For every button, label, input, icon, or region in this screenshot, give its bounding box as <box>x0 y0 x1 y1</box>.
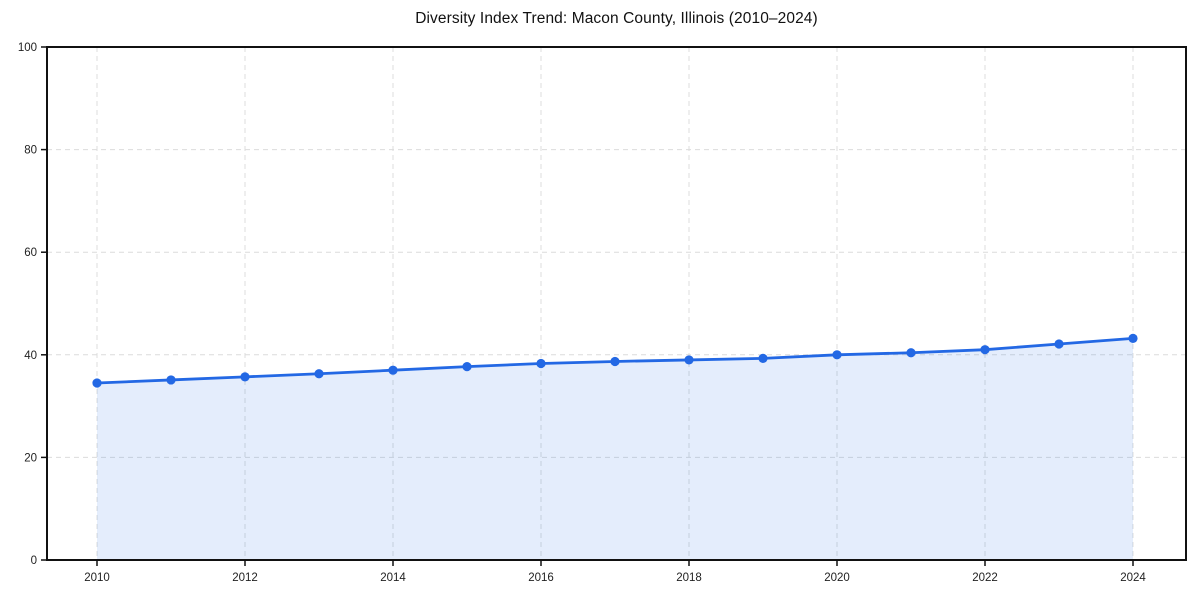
plot-border <box>46 46 1187 561</box>
x-tick-label: 2024 <box>1120 572 1146 584</box>
y-tick-label: 60 <box>24 247 37 259</box>
x-tick-label: 2018 <box>676 572 702 584</box>
y-tick-label: 0 <box>31 555 37 567</box>
data-point-marker <box>388 365 398 375</box>
data-point-marker <box>166 375 176 385</box>
y-tick-label: 20 <box>24 452 37 464</box>
data-point-marker <box>610 356 620 367</box>
data-point-marker <box>758 353 768 363</box>
x-tick-label: 2010 <box>84 572 110 584</box>
data-point-marker <box>92 378 102 388</box>
data-point-marker <box>314 369 324 379</box>
data-point-marker <box>832 350 842 360</box>
data-point-marker <box>536 358 546 369</box>
data-point-marker <box>462 361 472 372</box>
plot-background <box>47 47 1186 560</box>
x-tick-label: 2014 <box>380 572 406 584</box>
y-tick-label: 100 <box>18 42 37 54</box>
x-tick-label: 2016 <box>528 572 554 584</box>
data-point-marker <box>1128 333 1138 343</box>
data-point-marker <box>980 345 990 355</box>
data-point-marker <box>240 372 250 382</box>
x-tick-label: 2020 <box>824 572 850 584</box>
x-tick-label: 2022 <box>972 572 998 584</box>
data-point-marker <box>906 348 916 358</box>
y-tick-label: 80 <box>24 145 37 157</box>
x-tick-label: 2012 <box>232 572 258 584</box>
data-point-marker <box>1054 339 1064 349</box>
y-tick-label: 40 <box>24 350 37 362</box>
trend-area <box>97 338 1133 560</box>
data-point-marker <box>684 355 694 365</box>
chart-title: Diversity Index Trend: Macon County, Ill… <box>415 10 818 27</box>
